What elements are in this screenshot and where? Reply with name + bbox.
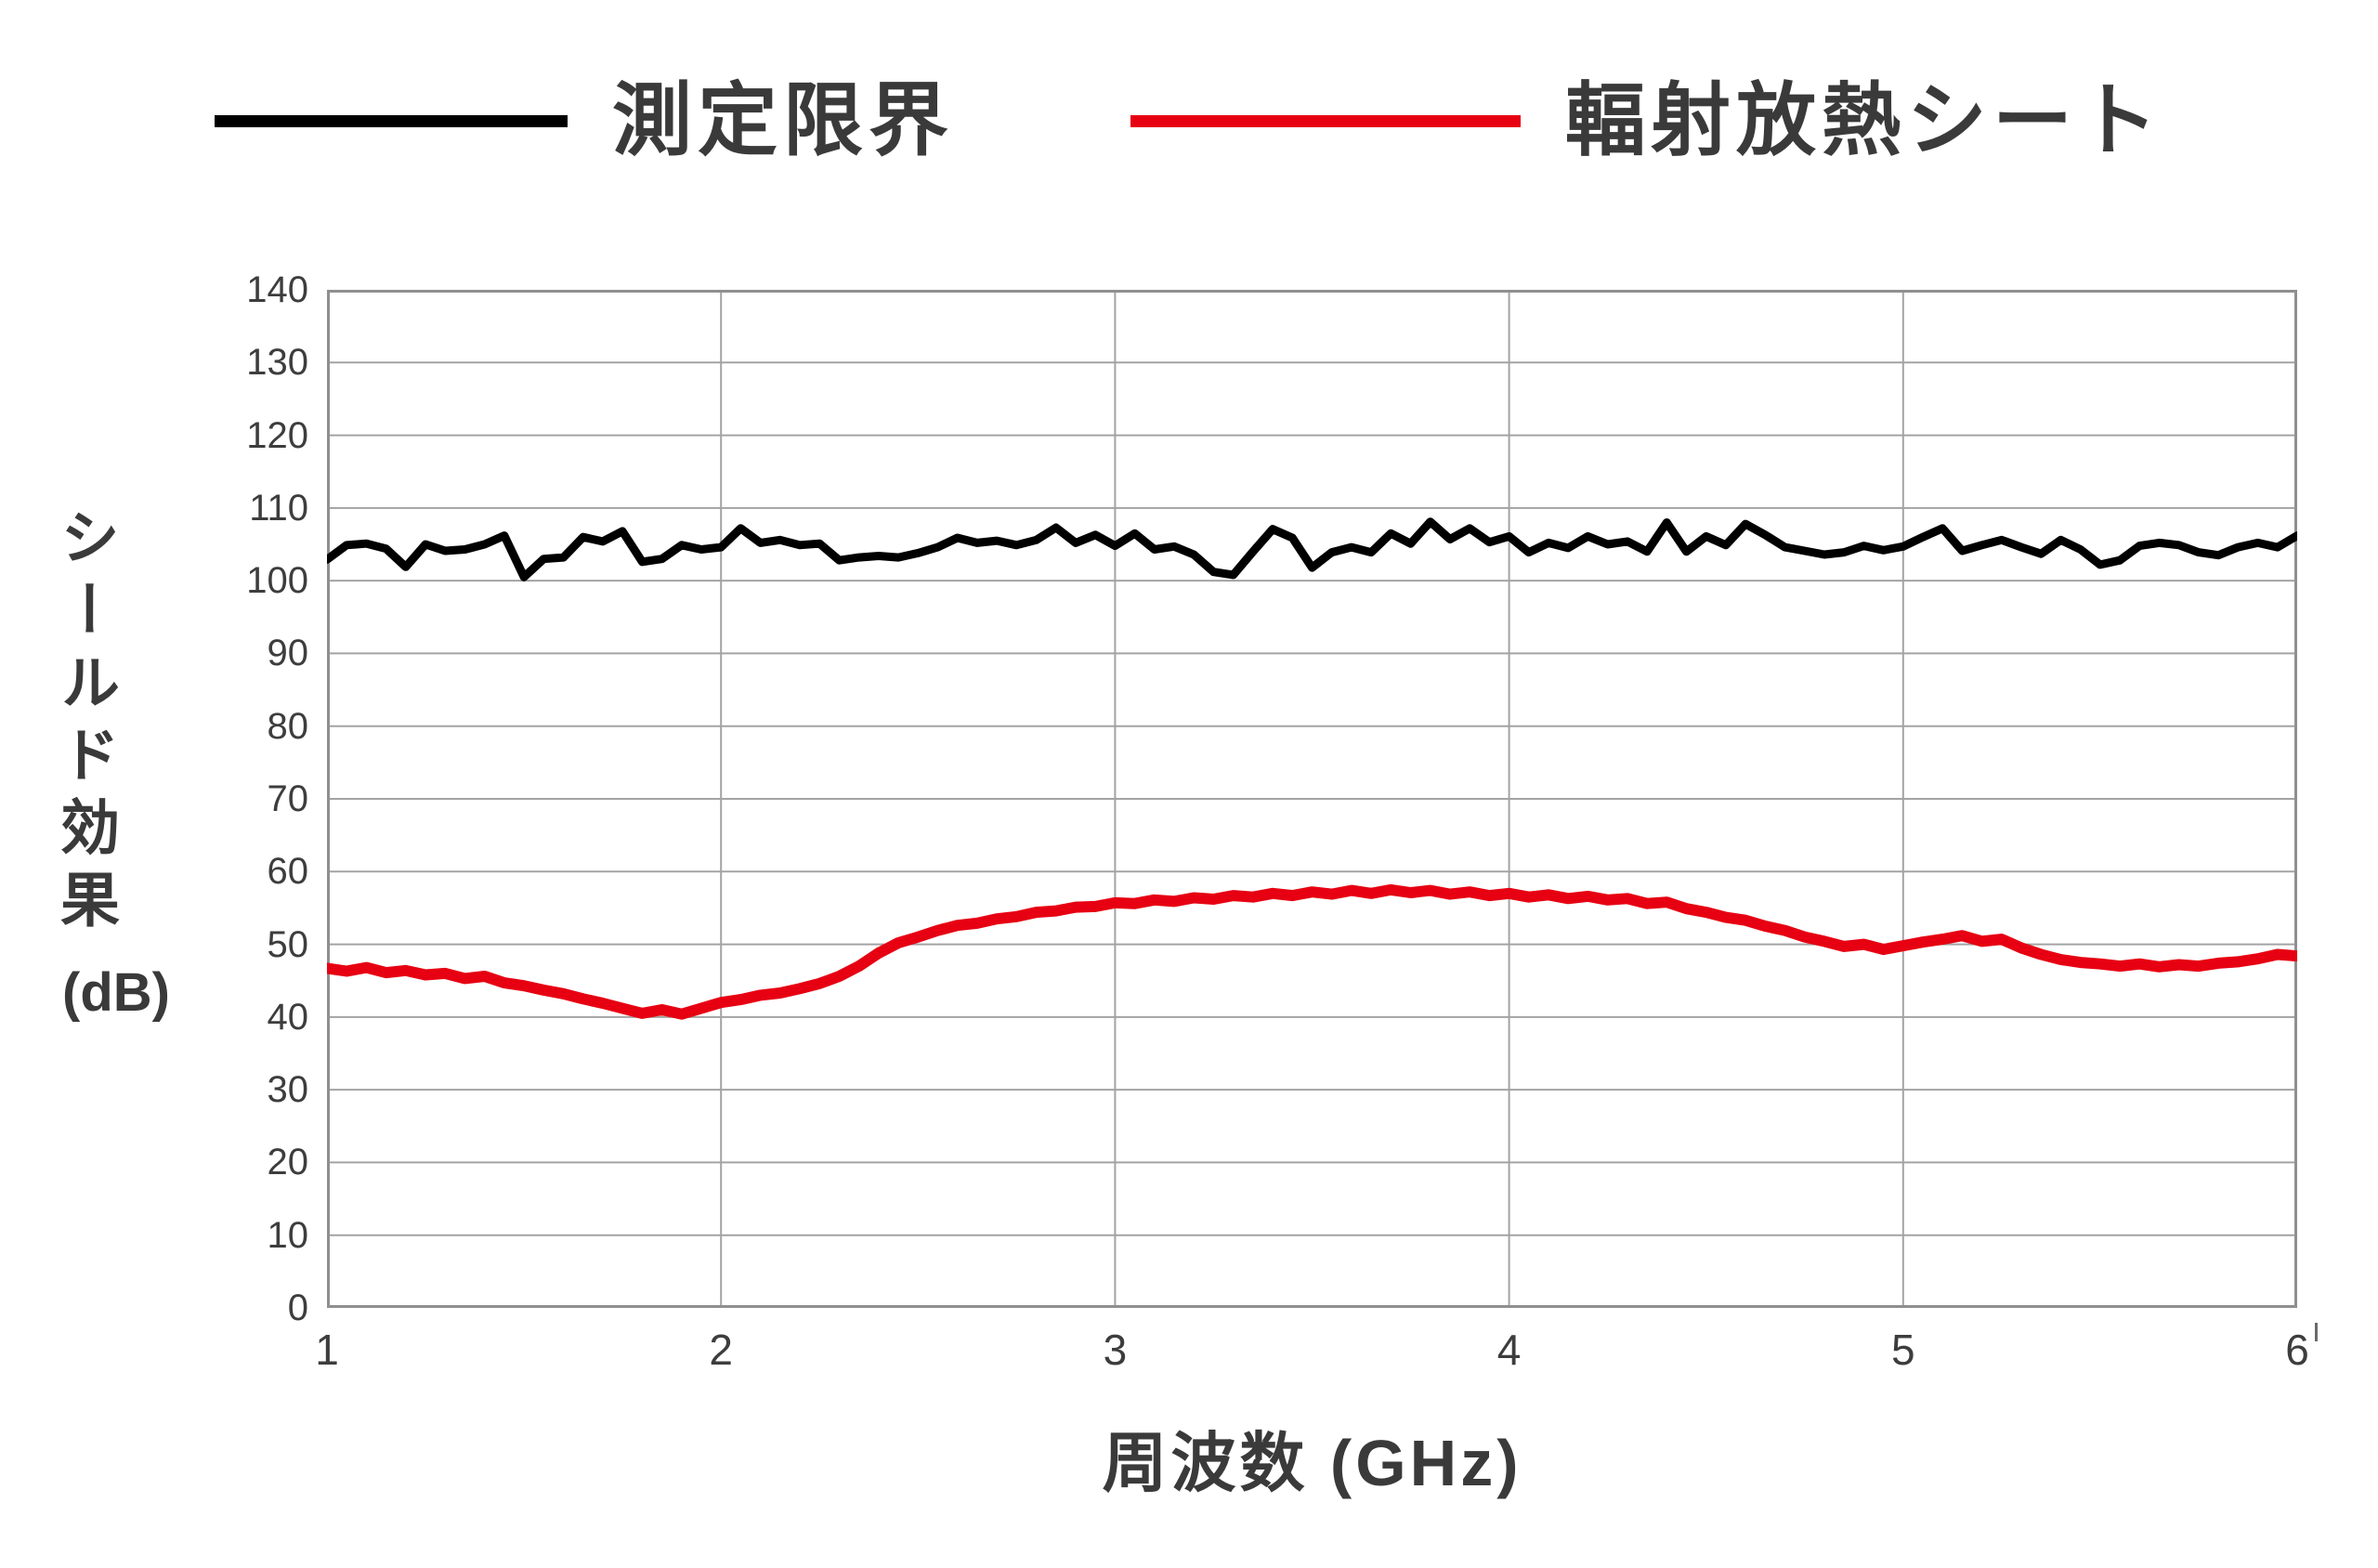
y-axis-unit-label: (dB) xyxy=(62,962,170,1023)
legend-item-radiation-sheet: 輻射放熱シート xyxy=(1130,81,2163,161)
y-tick-label-60: 60 xyxy=(267,851,309,893)
x-tick-label-4: 4 xyxy=(1496,1326,1522,1374)
y-tick-label-0: 0 xyxy=(287,1287,308,1328)
legend-label-radiation-sheet: 輻射放熱シート xyxy=(1565,76,2163,165)
legend-item-measurement-limit: 測定限界 xyxy=(215,81,954,161)
chart-canvas xyxy=(327,290,2297,1308)
x-tick-label-6: 6 xyxy=(2285,1326,2309,1374)
x-axis-title: 周波数 (GHz) xyxy=(1102,1427,1522,1499)
plot-border xyxy=(327,290,2297,1308)
y-tick-label-120: 120 xyxy=(246,414,308,456)
y-tick-label-140: 140 xyxy=(246,269,308,310)
y-tick-label-10: 10 xyxy=(267,1214,309,1256)
y-tick-label-110: 110 xyxy=(249,487,308,529)
series-line-1 xyxy=(327,883,2297,1020)
legend-line-black xyxy=(215,114,568,127)
y-tick-label-70: 70 xyxy=(267,778,309,819)
y-tick-label-40: 40 xyxy=(267,996,309,1038)
legend: 測定限界 輻射放熱シート xyxy=(0,51,2378,190)
minor-tick-mark xyxy=(2315,1323,2318,1341)
x-tick-label-3: 3 xyxy=(1103,1326,1128,1374)
y-tick-label-130: 130 xyxy=(246,342,308,384)
y-tick-label-20: 20 xyxy=(267,1142,309,1183)
series-line-0 xyxy=(327,517,2297,581)
x-tick-label-2: 2 xyxy=(709,1326,733,1374)
legend-label-measurement-limit: 測定限界 xyxy=(612,76,954,165)
legend-line-red xyxy=(1130,114,1521,127)
x-tick-label-5: 5 xyxy=(1891,1326,1915,1374)
y-tick-label-80: 80 xyxy=(267,705,309,747)
y-tick-label-50: 50 xyxy=(267,923,309,965)
y-tick-label-30: 30 xyxy=(267,1069,309,1111)
x-tick-label-1: 1 xyxy=(315,1326,339,1374)
y-axis-title: シールド効果 xyxy=(52,506,119,941)
y-tick-label-100: 100 xyxy=(246,560,308,602)
y-tick-label-90: 90 xyxy=(267,633,309,674)
